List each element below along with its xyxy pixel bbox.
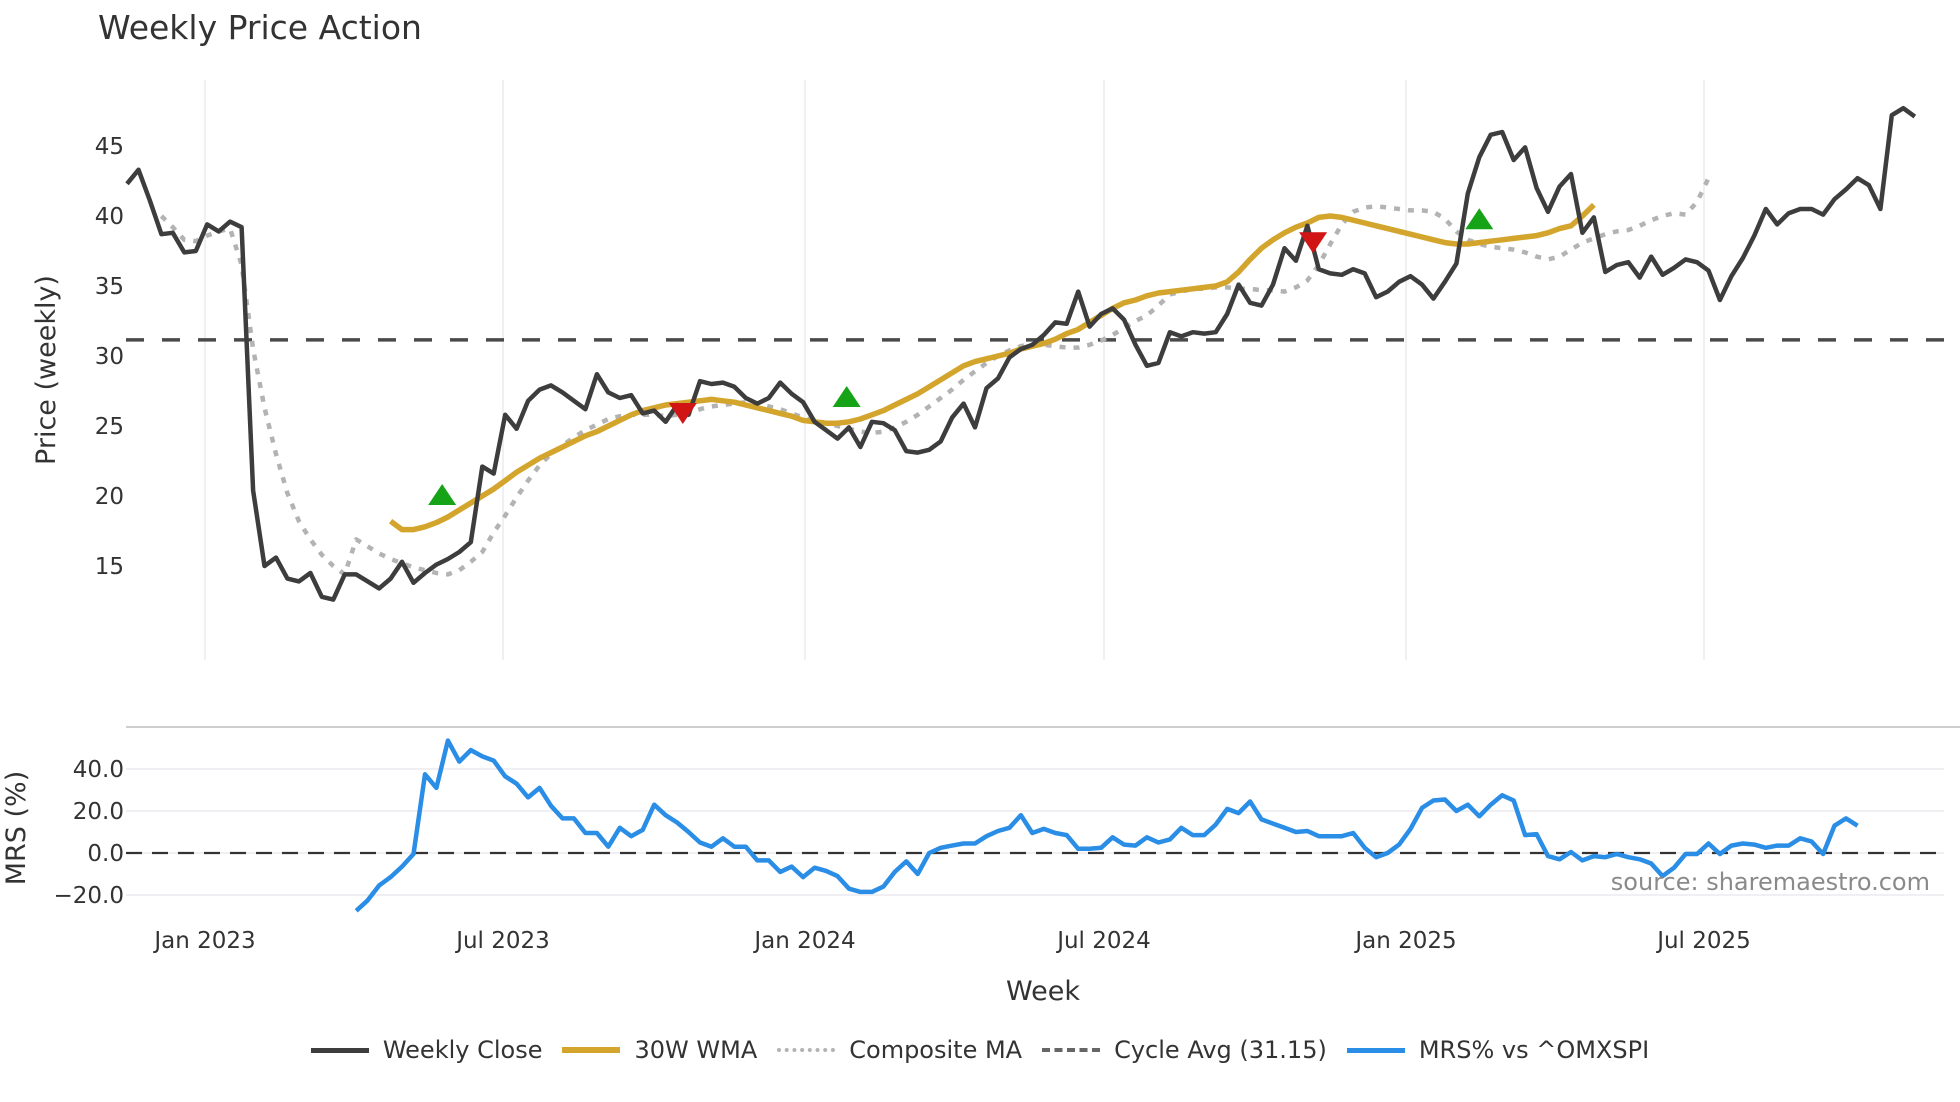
mrs-swatch-icon	[1346, 1047, 1405, 1053]
source-note: source: sharemaestro.com	[1610, 868, 1930, 896]
y-tick-label: 40	[95, 204, 124, 230]
legend-item-mrs[interactable]: MRS% vs ^OMXSPI	[1346, 1036, 1650, 1064]
chart-title: Weekly Price Action	[98, 8, 422, 47]
buy-signal-triangle-up-icon	[832, 386, 861, 407]
x-tick-label: Jan 2023	[152, 928, 255, 954]
y-tick-label: 15	[95, 554, 124, 580]
x-tick-label: Jul 2023	[454, 928, 550, 954]
y-axis-label: Price (weekly)	[31, 275, 62, 465]
sell-signal-triangle-down-icon	[668, 403, 697, 424]
composite-ma-line	[159, 177, 1711, 577]
mrs-line	[354, 738, 1859, 913]
mrs-tick-label: −20.0	[54, 883, 124, 909]
legend-item-cycle-avg[interactable]: Cycle Avg (31.15)	[1042, 1036, 1327, 1064]
y-tick-label: 45	[95, 134, 124, 160]
legend-label: Composite MA	[849, 1036, 1023, 1064]
legend-label: Cycle Avg (31.15)	[1114, 1036, 1327, 1064]
composite-ma-swatch-icon	[777, 1048, 836, 1052]
legend-item-composite-ma[interactable]: Composite MA	[777, 1036, 1022, 1064]
weekly-close-swatch-icon	[310, 1047, 369, 1053]
legend-label: MRS% vs ^OMXSPI	[1418, 1036, 1650, 1064]
wma30-swatch-icon	[562, 1047, 621, 1053]
x-axis-label: Week	[1006, 976, 1080, 1007]
legend-label: 30W WMA	[634, 1036, 758, 1064]
mrs-tick-label: 40.0	[73, 757, 124, 783]
y-tick-label: 25	[95, 414, 124, 440]
x-tick-label: Jan 2025	[1353, 928, 1456, 954]
y-tick-label: 20	[95, 484, 124, 510]
mrs-tick-label: 0.0	[87, 841, 124, 867]
buy-signal-triangle-up-icon	[428, 484, 457, 505]
legend-label: Weekly Close	[382, 1036, 543, 1064]
y-tick-label: 35	[95, 274, 124, 300]
wma30-line	[388, 202, 1596, 533]
legend-item-weekly-close[interactable]: Weekly Close	[310, 1036, 543, 1064]
x-tick-label: Jul 2024	[1055, 928, 1151, 954]
legend: Weekly Close 30W WMA Composite MA Cycle …	[0, 1036, 1960, 1064]
legend-item-wma30[interactable]: 30W WMA	[562, 1036, 757, 1064]
x-tick-label: Jan 2024	[752, 928, 855, 954]
cycle-avg-swatch-icon	[1042, 1048, 1101, 1052]
mrs-axis-label: MRS (%)	[1, 771, 32, 886]
weekly-close-line	[125, 105, 1917, 602]
y-tick-label: 30	[95, 344, 124, 370]
x-tick-label: Jul 2025	[1655, 928, 1751, 954]
mrs-tick-label: 20.0	[73, 799, 124, 825]
buy-signal-triangle-up-icon	[1465, 208, 1494, 230]
sell-signal-triangle-down-icon	[1299, 232, 1328, 254]
